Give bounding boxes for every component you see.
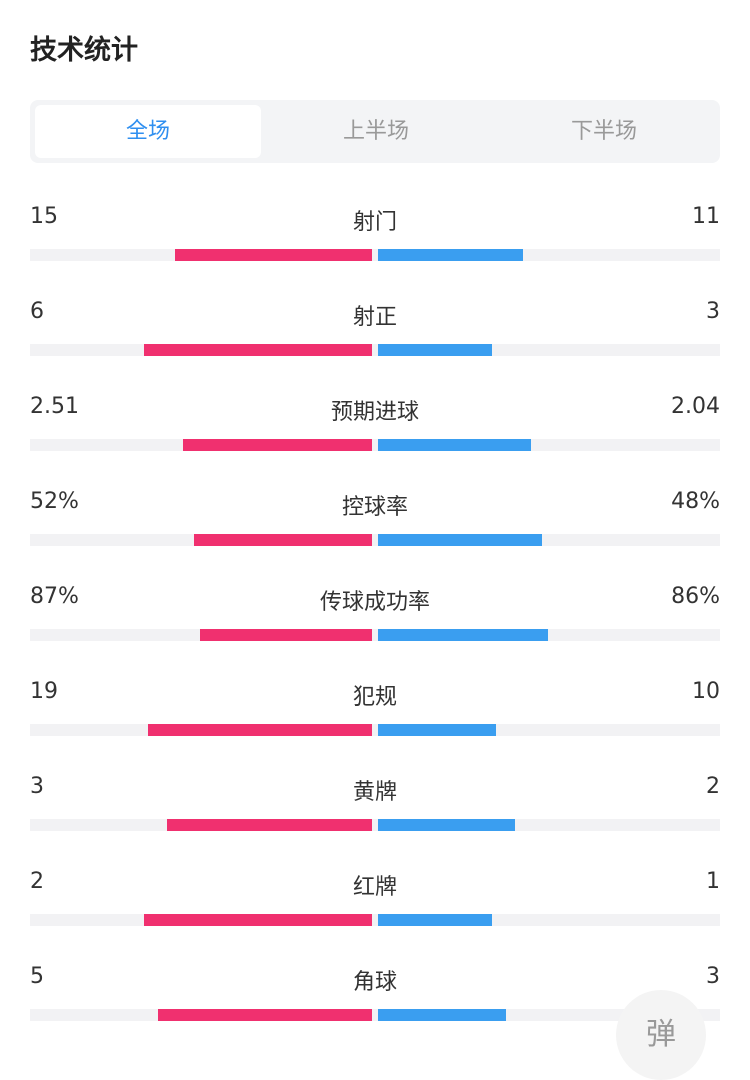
- bar-track: [30, 249, 720, 261]
- away-bar: [378, 534, 543, 546]
- home-bar: [144, 344, 372, 356]
- tab-bar: 全场 上半场 下半场: [30, 100, 720, 163]
- float-button[interactable]: 弹: [616, 990, 706, 1080]
- tab[interactable]: 全场: [35, 105, 261, 158]
- home-value: 6: [30, 299, 44, 324]
- home-bar: [200, 629, 372, 641]
- away-value: 3: [706, 964, 720, 989]
- stat-label: 射门: [352, 210, 397, 235]
- home-bar: [166, 819, 372, 831]
- home-value: 3: [30, 774, 44, 799]
- away-bar: [378, 724, 496, 736]
- away-value: 1: [706, 869, 720, 894]
- bar-track: [30, 534, 720, 546]
- home-value: 87%: [30, 584, 79, 609]
- home-value: 52%: [30, 489, 79, 514]
- page-title: 技术统计: [30, 35, 138, 66]
- away-bar: [378, 439, 532, 451]
- stat-label: 犯规: [352, 685, 397, 710]
- home-bar: [183, 439, 372, 451]
- stat-label: 角球: [352, 970, 397, 995]
- away-bar: [378, 629, 548, 641]
- stat-label: 预期进球: [330, 400, 419, 425]
- stat-label: 射正: [352, 305, 397, 330]
- away-value: 3: [706, 299, 720, 324]
- bar-track: [30, 344, 720, 356]
- home-bar: [174, 249, 372, 261]
- away-value: 48%: [671, 489, 720, 514]
- away-bar: [378, 1009, 507, 1021]
- stat-label: 黄牌: [352, 780, 397, 805]
- away-value: 11: [692, 204, 720, 229]
- away-value: 86%: [671, 584, 720, 609]
- home-value: 5: [30, 964, 44, 989]
- home-bar: [194, 534, 372, 546]
- bar-track: [30, 914, 720, 926]
- home-value: 19: [30, 679, 58, 704]
- away-value: 10: [692, 679, 720, 704]
- home-value: 2: [30, 869, 44, 894]
- away-bar: [378, 914, 492, 926]
- away-value: 2.04: [671, 394, 720, 419]
- home-bar: [144, 914, 372, 926]
- tab[interactable]: 上半场: [342, 119, 409, 144]
- home-value: 15: [30, 204, 58, 229]
- tab[interactable]: 下半场: [570, 119, 637, 144]
- stat-label: 控球率: [341, 495, 408, 520]
- home-bar: [147, 724, 372, 736]
- stat-label: 红牌: [352, 875, 397, 900]
- bar-track: [30, 819, 720, 831]
- bar-track: [30, 1009, 720, 1021]
- stat-label: 传球成功率: [319, 590, 430, 615]
- bar-track: [30, 439, 720, 451]
- away-bar: [378, 819, 515, 831]
- home-value: 2.51: [30, 394, 79, 419]
- away-bar: [378, 344, 492, 356]
- away-value: 2: [706, 774, 720, 799]
- home-bar: [158, 1009, 372, 1021]
- bar-track: [30, 629, 720, 641]
- away-bar: [378, 249, 523, 261]
- bar-track: [30, 724, 720, 736]
